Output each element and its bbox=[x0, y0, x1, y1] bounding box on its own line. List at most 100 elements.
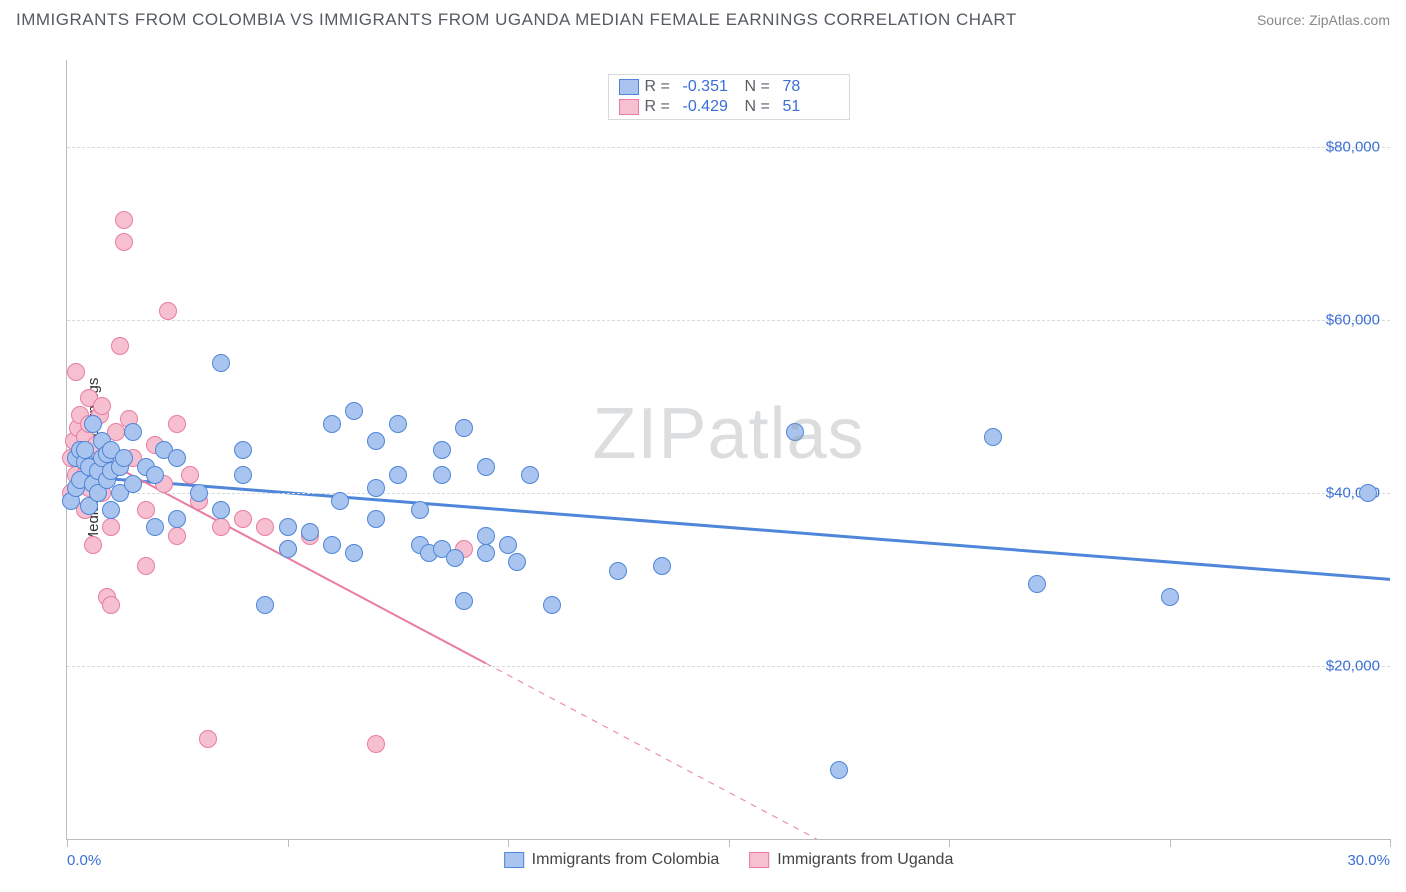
scatter-point-colombia bbox=[609, 562, 627, 580]
gridline-h bbox=[67, 320, 1390, 321]
scatter-point-colombia bbox=[455, 419, 473, 437]
scatter-point-colombia bbox=[279, 518, 297, 536]
scatter-point-colombia bbox=[521, 466, 539, 484]
scatter-point-uganda bbox=[67, 363, 85, 381]
chart-header: IMMIGRANTS FROM COLOMBIA VS IMMIGRANTS F… bbox=[0, 0, 1406, 34]
scatter-point-colombia bbox=[411, 501, 429, 519]
scatter-point-uganda bbox=[111, 337, 129, 355]
gridline-h bbox=[67, 666, 1390, 667]
scatter-point-colombia bbox=[477, 544, 495, 562]
legend-row-uganda: R = -0.429 N = 51 bbox=[609, 97, 849, 117]
scatter-point-colombia bbox=[367, 479, 385, 497]
legend-item-colombia: Immigrants from Colombia bbox=[504, 851, 720, 869]
chart-title: IMMIGRANTS FROM COLOMBIA VS IMMIGRANTS F… bbox=[16, 10, 1017, 30]
scatter-point-colombia bbox=[279, 540, 297, 558]
chart-container: Median Female Earnings ZIPatlas R = -0.3… bbox=[16, 46, 1390, 876]
scatter-point-colombia bbox=[984, 428, 1002, 446]
scatter-point-colombia bbox=[124, 475, 142, 493]
trend-lines-svg bbox=[67, 60, 1390, 839]
scatter-point-colombia bbox=[84, 415, 102, 433]
watermark-zip: ZIP bbox=[592, 394, 707, 474]
xtick-label: 30.0% bbox=[1347, 852, 1390, 869]
scatter-point-colombia bbox=[508, 553, 526, 571]
scatter-point-colombia bbox=[477, 458, 495, 476]
scatter-point-colombia bbox=[499, 536, 517, 554]
scatter-point-colombia bbox=[433, 466, 451, 484]
scatter-point-uganda bbox=[115, 233, 133, 251]
legend-label-uganda: Immigrants from Uganda bbox=[777, 851, 953, 869]
scatter-point-colombia bbox=[543, 596, 561, 614]
scatter-point-colombia bbox=[323, 415, 341, 433]
scatter-point-colombia bbox=[212, 501, 230, 519]
scatter-point-uganda bbox=[115, 211, 133, 229]
scatter-point-colombia bbox=[477, 527, 495, 545]
scatter-point-colombia bbox=[389, 415, 407, 433]
xtick bbox=[67, 839, 68, 847]
n-value-uganda: 51 bbox=[783, 98, 839, 116]
scatter-point-uganda bbox=[212, 518, 230, 536]
n-label: N = bbox=[745, 98, 777, 116]
swatch-colombia bbox=[619, 79, 639, 95]
scatter-point-uganda bbox=[102, 596, 120, 614]
legend-row-colombia: R = -0.351 N = 78 bbox=[609, 77, 849, 97]
scatter-point-colombia bbox=[301, 523, 319, 541]
scatter-point-colombia bbox=[345, 544, 363, 562]
scatter-point-colombia bbox=[786, 423, 804, 441]
scatter-point-uganda bbox=[84, 536, 102, 554]
gridline-h bbox=[67, 147, 1390, 148]
scatter-point-colombia bbox=[433, 441, 451, 459]
scatter-point-uganda bbox=[137, 501, 155, 519]
xtick bbox=[729, 839, 730, 847]
scatter-point-colombia bbox=[102, 501, 120, 519]
scatter-point-uganda bbox=[168, 527, 186, 545]
gridline-h bbox=[67, 493, 1390, 494]
xtick bbox=[1390, 839, 1391, 847]
ytick-label: $20,000 bbox=[1326, 657, 1380, 674]
scatter-point-colombia bbox=[455, 592, 473, 610]
scatter-point-colombia bbox=[146, 466, 164, 484]
xtick bbox=[288, 839, 289, 847]
scatter-point-colombia bbox=[389, 466, 407, 484]
series-legend: Immigrants from Colombia Immigrants from… bbox=[504, 851, 954, 869]
xtick bbox=[508, 839, 509, 847]
source-attribution: Source: ZipAtlas.com bbox=[1257, 12, 1390, 28]
scatter-point-colombia bbox=[331, 492, 349, 510]
scatter-point-colombia bbox=[76, 441, 94, 459]
scatter-point-uganda bbox=[102, 518, 120, 536]
scatter-point-colombia bbox=[124, 423, 142, 441]
ytick-label: $80,000 bbox=[1326, 138, 1380, 155]
r-label: R = bbox=[645, 98, 677, 116]
scatter-point-colombia bbox=[1028, 575, 1046, 593]
scatter-point-colombia bbox=[446, 549, 464, 567]
r-label: R = bbox=[645, 78, 677, 96]
scatter-point-uganda bbox=[137, 557, 155, 575]
scatter-point-colombia bbox=[345, 402, 363, 420]
r-value-uganda: -0.429 bbox=[683, 98, 739, 116]
scatter-point-colombia bbox=[115, 449, 133, 467]
watermark: ZIPatlas bbox=[592, 393, 864, 475]
scatter-point-colombia bbox=[653, 557, 671, 575]
swatch-uganda bbox=[619, 99, 639, 115]
correlation-legend: R = -0.351 N = 78 R = -0.429 N = 51 bbox=[608, 74, 850, 120]
scatter-point-colombia bbox=[367, 510, 385, 528]
xtick-label: 0.0% bbox=[67, 852, 101, 869]
scatter-point-uganda bbox=[181, 466, 199, 484]
scatter-point-colombia bbox=[1161, 588, 1179, 606]
scatter-point-uganda bbox=[234, 510, 252, 528]
scatter-point-colombia bbox=[146, 518, 164, 536]
scatter-point-colombia bbox=[212, 354, 230, 372]
scatter-point-uganda bbox=[168, 415, 186, 433]
trend-line-uganda-dashed bbox=[486, 663, 817, 839]
scatter-point-uganda bbox=[199, 730, 217, 748]
n-value-colombia: 78 bbox=[783, 78, 839, 96]
scatter-point-uganda bbox=[367, 735, 385, 753]
xtick bbox=[1170, 839, 1171, 847]
scatter-point-colombia bbox=[323, 536, 341, 554]
scatter-point-colombia bbox=[830, 761, 848, 779]
plot-area: ZIPatlas R = -0.351 N = 78 R = -0.429 N … bbox=[66, 60, 1390, 840]
xtick bbox=[949, 839, 950, 847]
source-link[interactable]: ZipAtlas.com bbox=[1309, 12, 1390, 28]
scatter-point-uganda bbox=[159, 302, 177, 320]
scatter-point-colombia bbox=[234, 441, 252, 459]
scatter-point-colombia bbox=[1359, 484, 1377, 502]
